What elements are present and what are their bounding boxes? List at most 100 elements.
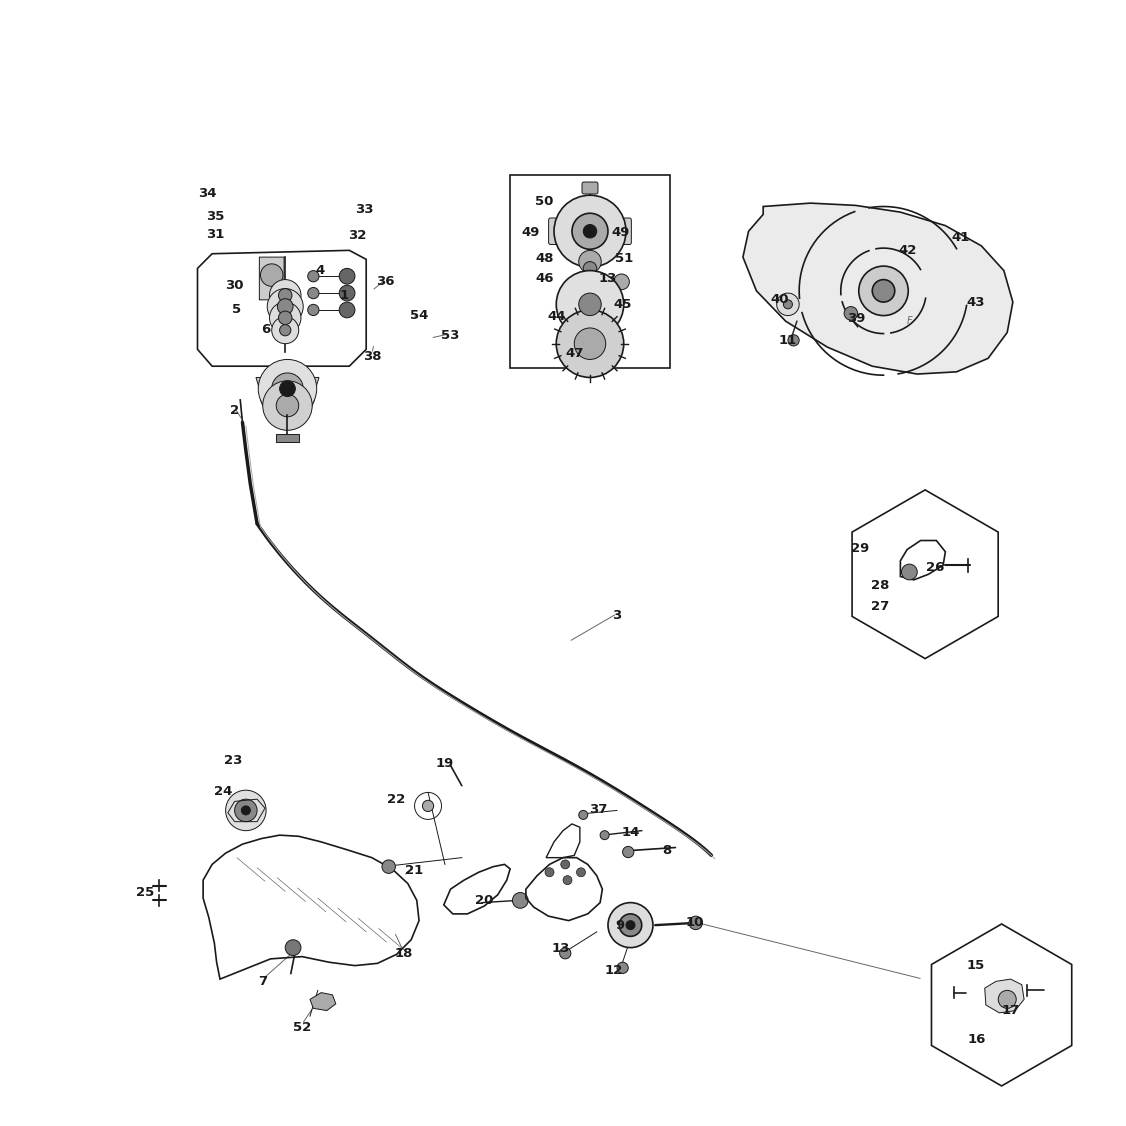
Text: 25: 25 [135,886,154,899]
Text: 37: 37 [589,803,607,816]
Text: 28: 28 [870,579,890,592]
Text: 42: 42 [897,244,917,257]
Circle shape [276,394,298,417]
Text: 21: 21 [405,864,423,876]
Circle shape [788,334,799,346]
Text: 6: 6 [261,322,270,336]
Circle shape [271,316,298,343]
Circle shape [844,306,858,320]
Circle shape [579,811,588,820]
Circle shape [339,302,355,318]
Text: 13: 13 [552,942,570,955]
Text: 14: 14 [622,826,640,839]
Circle shape [241,806,250,815]
Text: 7: 7 [258,975,267,988]
Circle shape [278,288,292,302]
Circle shape [572,213,608,249]
Circle shape [583,224,597,238]
Circle shape [279,324,291,336]
Text: 19: 19 [436,757,454,770]
Text: 49: 49 [611,226,629,239]
Text: 15: 15 [966,959,985,972]
Circle shape [279,381,295,396]
Text: 44: 44 [547,310,565,323]
Text: 32: 32 [348,230,366,242]
Circle shape [234,799,257,822]
Circle shape [512,893,528,909]
Polygon shape [985,980,1024,1013]
Text: 16: 16 [967,1034,986,1046]
Circle shape [278,311,292,324]
Circle shape [271,373,303,404]
Circle shape [614,274,629,289]
Text: 22: 22 [387,793,405,806]
Circle shape [577,868,586,877]
Text: 23: 23 [224,754,243,768]
Text: 24: 24 [214,785,233,798]
Circle shape [258,359,316,418]
Polygon shape [310,993,336,1011]
Circle shape [626,921,635,930]
Text: 41: 41 [951,232,971,244]
Text: 9: 9 [616,919,625,931]
Circle shape [859,266,909,315]
Text: 10: 10 [686,917,704,929]
Circle shape [560,948,571,959]
Circle shape [554,195,626,267]
Text: 20: 20 [475,894,493,906]
Polygon shape [276,434,298,441]
Text: 13: 13 [599,272,617,285]
Text: 33: 33 [355,204,373,216]
Circle shape [307,304,319,315]
Text: 52: 52 [293,1021,311,1034]
Polygon shape [743,203,1013,374]
Text: 30: 30 [225,279,244,292]
Circle shape [339,285,355,301]
Circle shape [339,268,355,284]
FancyBboxPatch shape [582,182,598,194]
Circle shape [574,328,606,359]
Text: 51: 51 [615,252,633,265]
Text: 17: 17 [1001,1004,1020,1017]
Text: 4: 4 [315,265,324,277]
Circle shape [777,293,799,315]
Circle shape [579,293,601,315]
Text: 54: 54 [410,309,428,322]
Circle shape [269,279,301,311]
Text: 3: 3 [613,609,622,623]
Circle shape [608,903,653,948]
Circle shape [267,288,303,324]
Circle shape [873,279,895,302]
Circle shape [422,801,434,812]
Text: 49: 49 [521,226,539,239]
Circle shape [583,261,597,275]
Circle shape [784,300,793,309]
Circle shape [561,860,570,869]
FancyBboxPatch shape [548,218,632,244]
Text: 53: 53 [441,329,459,342]
Circle shape [556,310,624,377]
Text: 27: 27 [872,600,890,614]
Text: 40: 40 [771,294,789,306]
Circle shape [689,917,703,930]
Circle shape [382,860,395,874]
Circle shape [545,868,554,877]
Text: 45: 45 [614,298,632,311]
Circle shape [999,991,1017,1009]
Text: F: F [906,316,912,327]
Text: 50: 50 [535,196,553,208]
Circle shape [262,381,312,430]
Text: 12: 12 [605,964,623,976]
Text: 36: 36 [376,276,394,288]
Polygon shape [260,400,314,411]
Circle shape [277,298,293,314]
Text: 8: 8 [662,844,671,857]
Text: 18: 18 [394,947,412,959]
Circle shape [579,250,601,272]
Circle shape [307,270,319,282]
Polygon shape [256,377,319,388]
Text: 39: 39 [848,312,866,325]
Circle shape [556,270,624,338]
Text: 2: 2 [230,403,239,417]
Text: 31: 31 [206,229,225,241]
